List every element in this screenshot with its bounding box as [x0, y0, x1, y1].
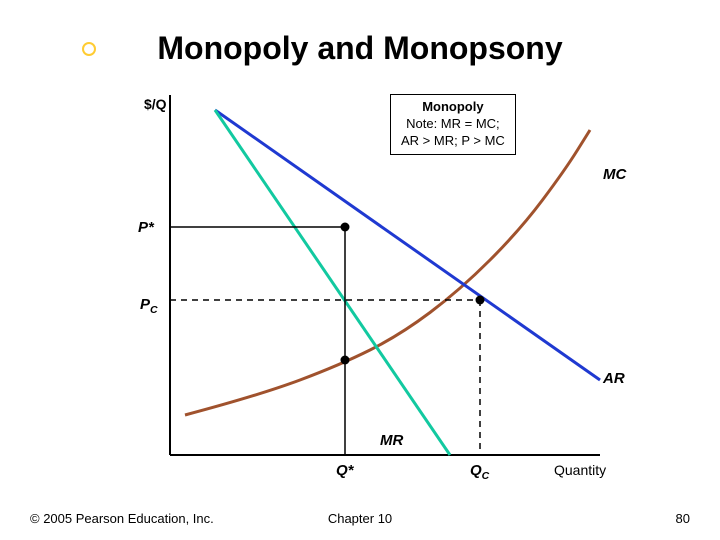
dot-mr-mc-intersection: [341, 356, 350, 365]
mc-curve: [185, 130, 590, 415]
ar-curve: [215, 110, 600, 380]
chapter-label: Chapter 10: [0, 511, 720, 526]
page-number: 80: [676, 511, 690, 526]
dot-competitive: [476, 296, 485, 305]
mr-curve: [215, 110, 450, 455]
economics-chart: [0, 0, 720, 540]
dot-pstar-on-ar: [341, 223, 350, 232]
